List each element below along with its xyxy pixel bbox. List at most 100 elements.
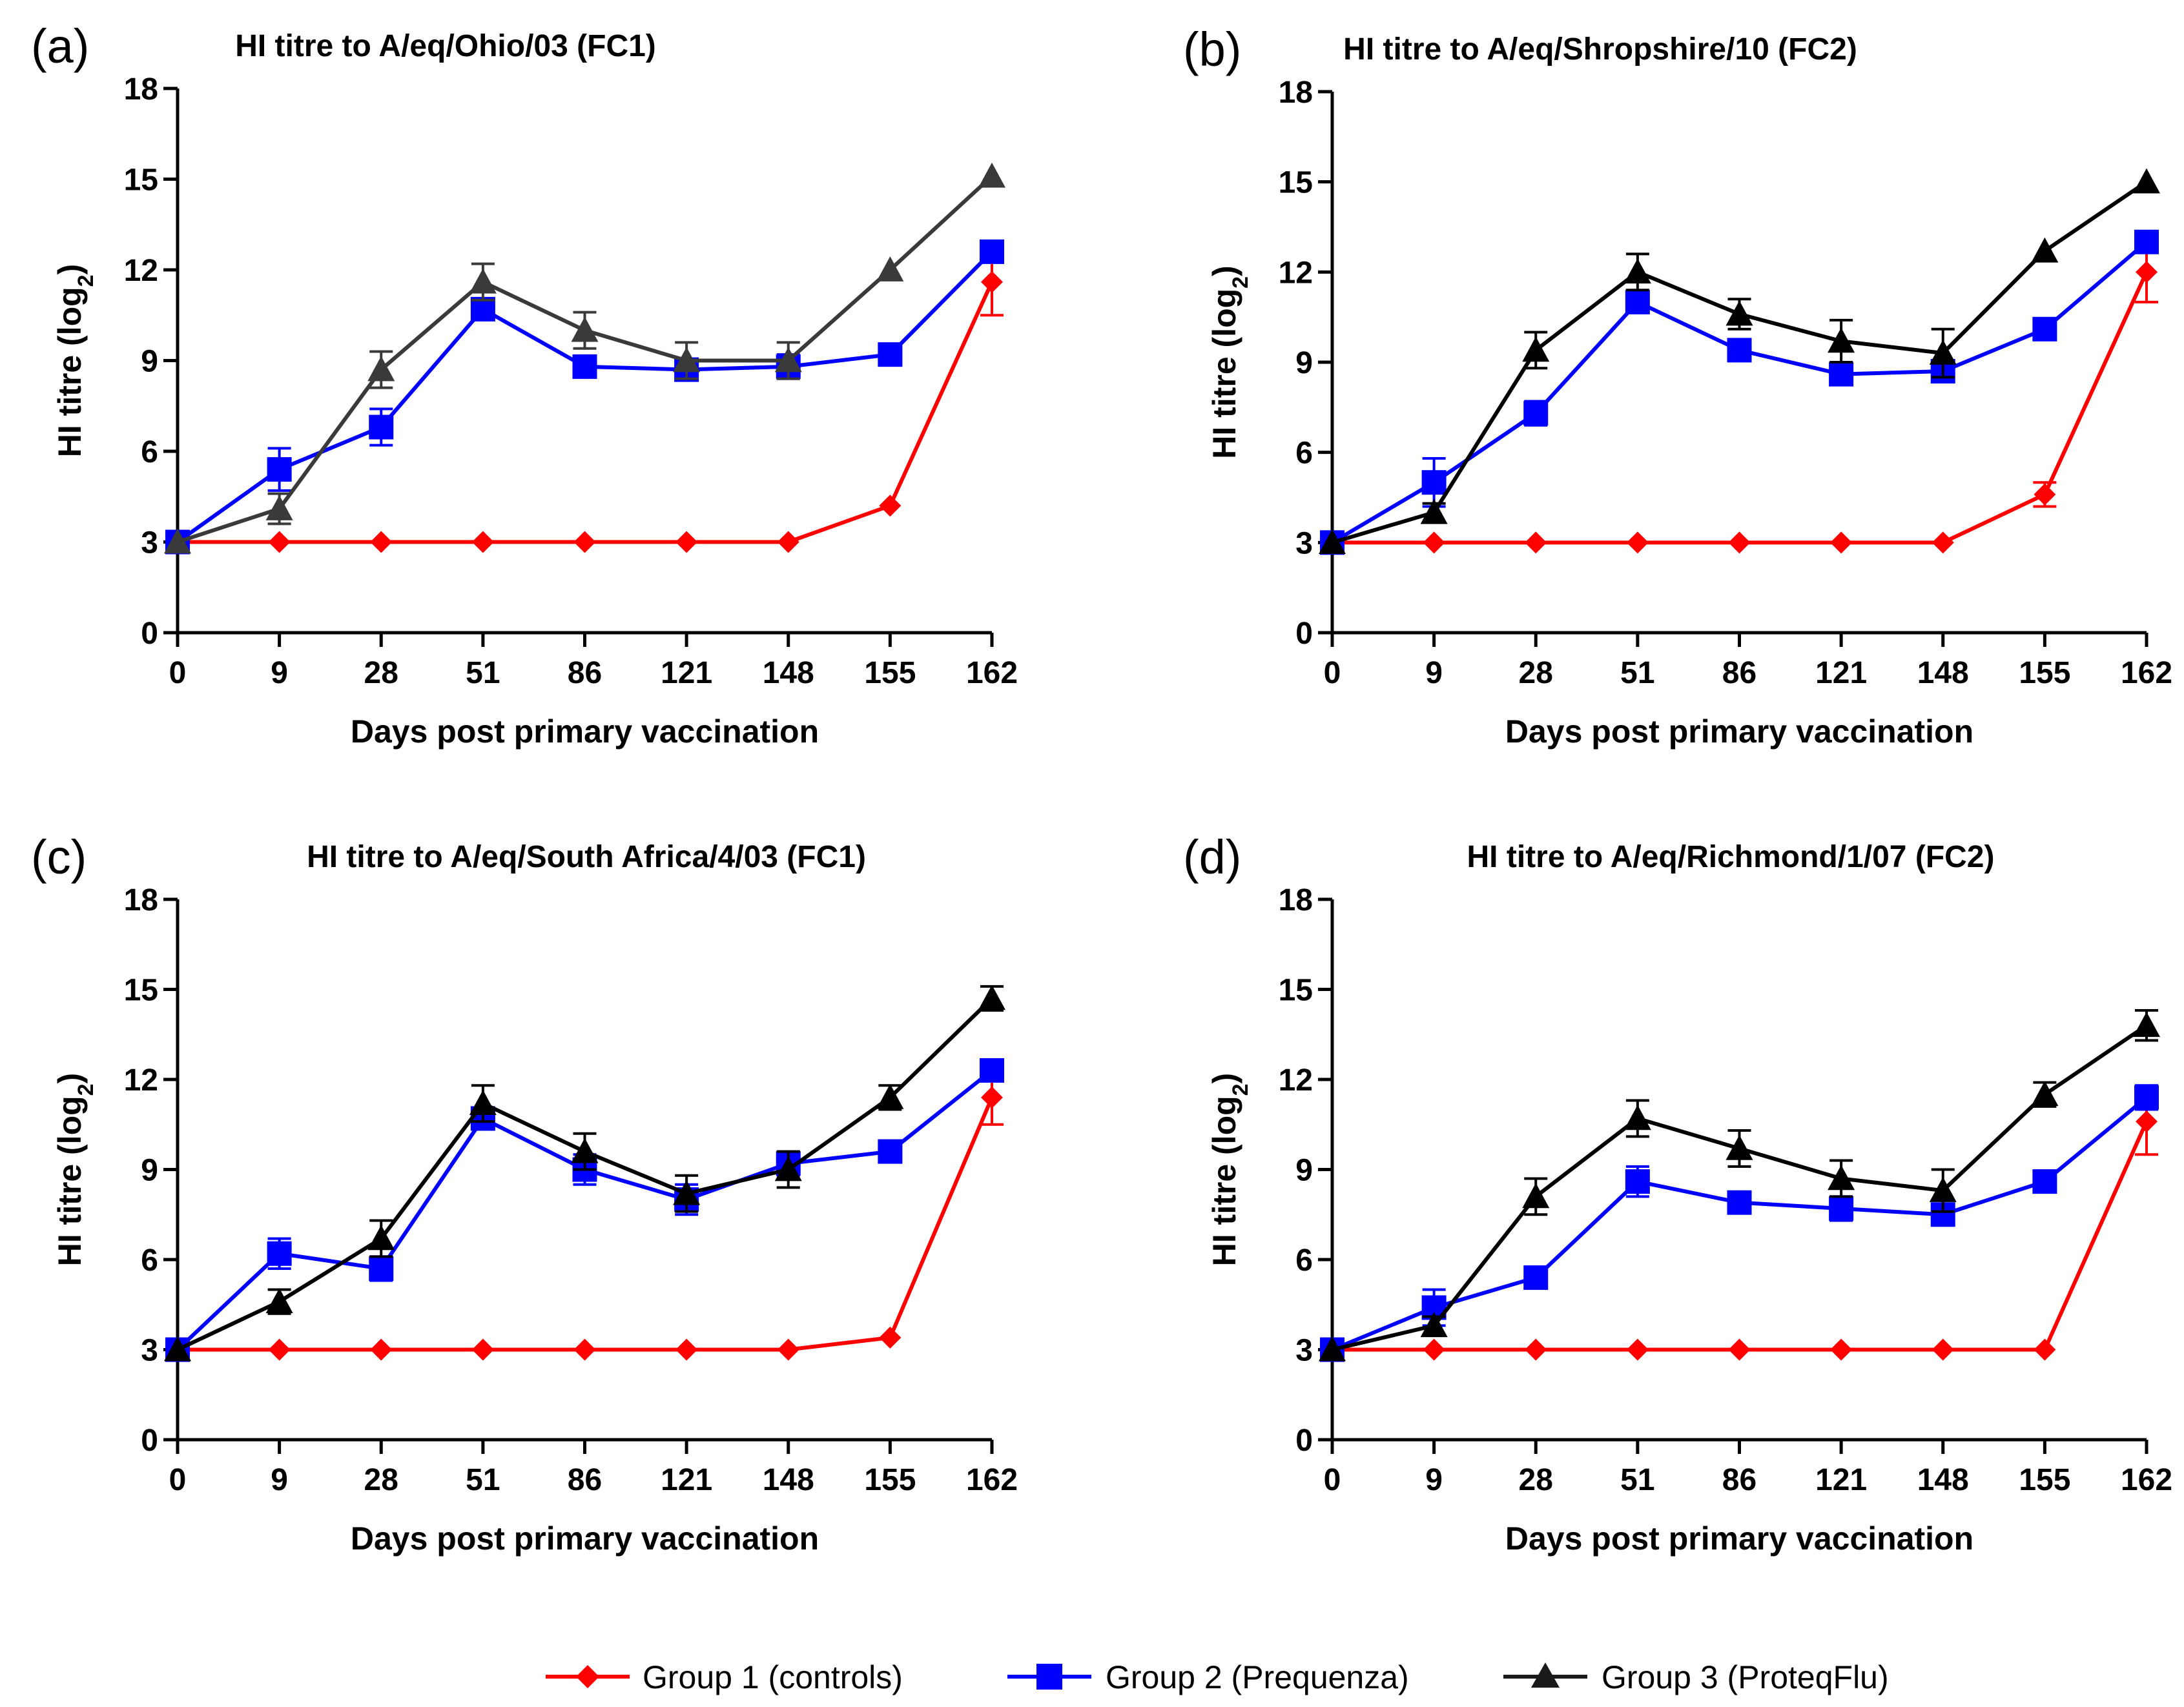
y-axis-label-close: ): [1206, 265, 1242, 276]
y-axis-label-text: HI titre (log: [1206, 289, 1242, 459]
diamond-data-point: [879, 1326, 901, 1349]
triangle-data-point: [2133, 1012, 2160, 1037]
square-data-point: [980, 239, 1004, 264]
triangle-data-point: [1319, 1336, 1346, 1362]
triangle-data-point: [1420, 1312, 1448, 1338]
diamond-data-point: [981, 271, 1003, 293]
y-tick-label: 18: [124, 883, 158, 917]
y-tick-label: 9: [1295, 1154, 1313, 1188]
diamond-data-point: [2034, 483, 2056, 506]
square-data-point: [2032, 316, 2057, 342]
triangle-data-point: [1623, 1105, 1651, 1130]
square-data-point: [1625, 1169, 1650, 1194]
square-data-point: [369, 1256, 394, 1281]
y-axis-label-text: HI titre (log: [52, 287, 88, 457]
y-tick-label: 12: [1279, 256, 1313, 290]
x-tick-label: 121: [1815, 1463, 1867, 1497]
x-tick-label: 155: [864, 656, 916, 690]
diamond-data-point: [777, 531, 799, 553]
legend-item-group-1: Group 1 (controls): [546, 1659, 903, 1695]
y-axis-label-close: ): [52, 264, 88, 275]
x-tick-label: 86: [568, 656, 602, 690]
y-tick-label: 12: [1279, 1063, 1313, 1098]
y-tick-label: 0: [1295, 1424, 1313, 1458]
x-axis-label: Days post primary vaccination: [351, 1520, 819, 1557]
x-axis-label: Days post primary vaccination: [351, 713, 819, 750]
square-data-point: [1523, 1265, 1549, 1290]
series-2: [1320, 1084, 2159, 1362]
legend: Group 1 (controls) Group 2 (Prequenza) G…: [546, 1659, 1889, 1695]
triangle-data-point: [1420, 498, 1448, 524]
triangle-data-point: [1726, 300, 1753, 326]
x-tick-label: 0: [1324, 1463, 1341, 1497]
diamond-data-point: [675, 531, 698, 553]
y-tick-label: 18: [1279, 76, 1313, 110]
triangle-data-point: [265, 495, 293, 520]
square-data-point: [572, 354, 597, 379]
x-tick-label: 162: [2121, 656, 2172, 690]
chart-panel-4: (d) HI titre to A/eq/Richmond/1/07 (FC2) 0…: [1183, 830, 2172, 1557]
x-tick-label: 121: [661, 656, 712, 690]
y-tick-label: 15: [1279, 974, 1313, 1008]
y-tick-label: 0: [1295, 617, 1313, 651]
chart-title: HI titre to A/eq/Ohio/03 (FC1): [235, 29, 656, 63]
square-data-point: [267, 457, 292, 482]
diamond-data-point: [2034, 1338, 2056, 1361]
y-axis-label: HI titre (log2): [1206, 265, 1253, 458]
chart-panel-3: (c) HI titre to A/eq/South Africa/4/03 (F…: [31, 830, 1018, 1557]
diamond-data-point: [675, 1338, 698, 1361]
diamond-data-point: [1626, 1338, 1649, 1361]
triangle-data-point: [978, 162, 1005, 188]
triangle-data-point: [1522, 1183, 1550, 1209]
triangle-data-point: [673, 347, 701, 373]
x-tick-label: 9: [271, 1463, 288, 1497]
diamond-data-point: [1830, 531, 1853, 554]
y-axis-label: HI titre (log2): [1206, 1073, 1253, 1266]
legend-triangle-marker: [1531, 1662, 1560, 1688]
y-axis-label-subscript: 2: [1228, 1083, 1253, 1096]
diamond-data-point: [268, 531, 291, 553]
x-tick-label: 155: [864, 1463, 916, 1497]
x-tick-label: 51: [1620, 1463, 1654, 1497]
y-tick-label: 18: [1279, 883, 1313, 917]
square-data-point: [267, 1241, 292, 1266]
legend-item-group-2: Group 2 (Prequenza): [1007, 1659, 1409, 1695]
triangle-data-point: [2133, 168, 2160, 194]
square-data-point: [369, 414, 394, 440]
series-3: [1319, 1009, 2160, 1362]
y-tick-label: 9: [1295, 346, 1313, 380]
y-axis-label: HI titre (log2): [52, 1073, 98, 1266]
y-axis-label-close: ): [1206, 1073, 1242, 1084]
square-data-point: [2134, 1085, 2159, 1110]
y-tick-label: 3: [141, 1334, 158, 1368]
diamond-data-point: [471, 1338, 494, 1361]
y-axis-label-subscript: 2: [74, 1083, 98, 1096]
legend-square-marker: [1036, 1664, 1062, 1690]
triangle-data-point: [1522, 336, 1550, 362]
y-tick-label: 3: [141, 526, 158, 560]
x-tick-label: 162: [2121, 1463, 2172, 1497]
y-tick-label: 6: [141, 1243, 158, 1278]
square-data-point: [1829, 362, 1854, 387]
x-axis-label: Days post primary vaccination: [1505, 1520, 1973, 1557]
chart-panels: (a) HI titre to A/eq/Ohio/03 (FC1)0369121…: [31, 19, 2172, 1557]
chart-panel-1: (a) HI titre to A/eq/Ohio/03 (FC1)0369121…: [31, 19, 1018, 750]
triangle-data-point: [571, 1138, 599, 1163]
x-tick-label: 162: [966, 656, 1018, 690]
triangle-data-point: [1828, 327, 1855, 353]
y-tick-label: 15: [124, 974, 158, 1008]
series-1: [167, 247, 1004, 553]
series-3: [1319, 168, 2160, 555]
diamond-data-point: [981, 1086, 1003, 1109]
square-data-point: [1727, 1190, 1752, 1215]
y-tick-label: 18: [124, 72, 158, 107]
diamond-data-point: [1728, 531, 1751, 554]
triangle-data-point: [1726, 1134, 1753, 1160]
x-tick-label: 28: [1519, 656, 1553, 690]
panel-label: (b): [1183, 23, 1241, 76]
diamond-data-point: [2136, 1110, 2158, 1133]
x-tick-label: 0: [169, 656, 187, 690]
square-data-point: [1727, 338, 1752, 363]
triangle-data-point: [1929, 340, 1957, 365]
